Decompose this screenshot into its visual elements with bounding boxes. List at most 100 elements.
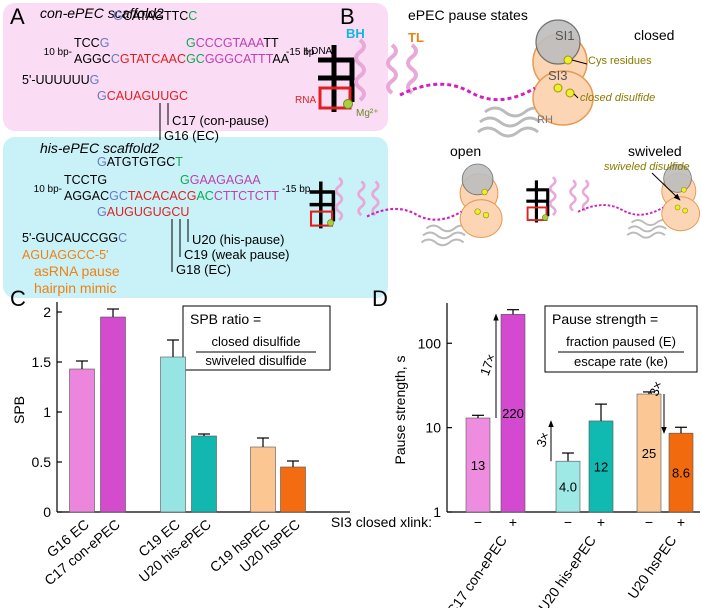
x-tick-label: −	[645, 514, 653, 530]
hairpin-label: hairpin mimic	[34, 280, 116, 296]
formula: escape rate (ke)	[574, 354, 668, 369]
sequence-row: TCCTG	[64, 173, 107, 187]
nucleotides: CCCGTAAA	[196, 36, 265, 50]
y-tick-label: 10	[425, 420, 441, 436]
nucleotides: CTTCTCTT	[214, 189, 280, 203]
panel-letter: A	[10, 4, 25, 29]
nucleotides: AGGAC	[64, 189, 109, 203]
group-label: U20 his-ePEC	[535, 533, 599, 608]
nucleotides: GC	[109, 189, 128, 203]
domain-label: TL	[408, 30, 424, 45]
bar	[250, 446, 276, 513]
pause-site-line	[159, 103, 169, 140]
sequence-row: AGGCCGTATCAACGCGGGCATTTAA	[74, 52, 290, 66]
formula-box	[544, 305, 698, 373]
x-axis-label: SI3 closed xlink:	[331, 514, 432, 530]
nucleotides: AGGC	[74, 52, 111, 66]
sequence-row: GATGTGTGCT	[97, 155, 183, 169]
scaffold-box	[3, 3, 388, 131]
nucleotides: TCCTG	[64, 173, 107, 187]
fold-label: 17×	[477, 352, 499, 378]
value-label: 8.6	[672, 466, 690, 481]
domain-label: SI1	[555, 28, 575, 43]
site-label: C17 (con-pause)	[172, 113, 269, 128]
value-label: 4.0	[559, 480, 577, 495]
domain-label: SI3	[548, 68, 568, 83]
group-label: C17 con-ePEC	[443, 533, 510, 608]
formula: fraction paused (E)	[566, 334, 676, 349]
fold-label: 3×	[533, 430, 552, 449]
nucleotides: G	[186, 36, 196, 50]
bar	[588, 420, 614, 513]
panel-letter: C	[10, 286, 26, 311]
site-label: G16 (EC)	[164, 128, 219, 143]
bar	[636, 393, 662, 513]
scaffold-box	[3, 137, 388, 298]
bar	[465, 417, 491, 513]
nucleotides: G	[90, 73, 100, 87]
bar	[280, 466, 306, 513]
sequence-row: GCATAGTTCC	[113, 9, 197, 23]
formula: SPB ratio =	[190, 311, 261, 327]
disulfide-label: swiveled disulfide	[604, 161, 690, 173]
cys-label: Cys residues	[588, 55, 652, 67]
nucleotides: TCC	[74, 36, 100, 50]
nucleotides: TT	[263, 36, 279, 50]
formula: closed disulfide	[212, 334, 301, 349]
y-tick-label: 1.5	[32, 354, 52, 370]
sequence-row: GCCCGTAAATT	[186, 36, 279, 50]
value-label: 25	[642, 446, 656, 461]
bar	[160, 356, 186, 513]
domain-label: t-DNA	[305, 46, 333, 57]
y-axis-label: SPB	[11, 396, 27, 424]
x-tick-label: −	[474, 514, 482, 530]
nucleotides: C	[118, 231, 127, 245]
nucleotides: T	[175, 155, 183, 169]
end-label: -15 bp	[286, 47, 315, 58]
panel-title: ePEC pause states	[408, 7, 528, 23]
end-label: 10 bp-	[44, 47, 72, 58]
nucleotides: CATAGTTC	[123, 9, 189, 23]
sequence-row: TCCG	[74, 36, 109, 50]
sequence-row: AGUAGGCC-5'	[22, 248, 108, 262]
nucleotides: GAAGAGAA	[190, 173, 262, 187]
value-label: 220	[502, 406, 524, 421]
domain-label: RH	[537, 114, 553, 126]
formula: Pause strength =	[552, 311, 658, 327]
domain-label: BH	[346, 26, 365, 41]
nucleotides: AUGUGUGCU	[107, 205, 190, 219]
state-label: open	[450, 143, 481, 159]
domain-label: RNA	[295, 95, 316, 106]
sequence-row: GGAAGAGAA	[180, 173, 261, 187]
y-tick-label: 100	[418, 335, 442, 351]
sequence-row: GAUGUGUGCU	[97, 205, 189, 219]
site-label: U20 (his-pause)	[192, 232, 285, 247]
nucleotides: GGGCATTT	[205, 52, 274, 66]
rnap-swiveled	[524, 163, 702, 240]
nucleotides: 5'-UUUUUU	[22, 73, 90, 87]
scaffold-title: con-ePEC scaffold2	[40, 5, 164, 21]
y-tick-label: 1	[433, 504, 441, 520]
y-tick-label: 0.5	[32, 454, 52, 470]
nucleotides: GTATCAAC	[120, 52, 186, 66]
formula: swiveled disulfide	[205, 353, 306, 368]
sequence-row: AGGACGCTACACACGACCTTCTCTT	[64, 189, 279, 203]
pointer	[571, 59, 680, 200]
nucleotides: CAUAGUUGC	[107, 89, 188, 103]
x-tick-label: +	[597, 514, 605, 530]
sequence-row: 5'-GUCAUCCGGC	[22, 231, 127, 245]
sequence-row: 5'-UUUUUUG	[22, 73, 99, 87]
nucleotides: G	[100, 36, 110, 50]
site-label: G18 (EC)	[176, 262, 231, 277]
x-tick-label: +	[677, 514, 685, 530]
nucleotides: AC	[196, 189, 213, 203]
bar	[500, 314, 526, 513]
nucleotides: AGUAGGCC-5'	[22, 248, 108, 262]
nucleotides: G	[113, 9, 123, 23]
y-axis-label: Pause strength, s	[392, 356, 408, 465]
panel-letter: D	[372, 286, 388, 311]
end-label: -15 bp	[282, 184, 311, 195]
y-tick-label: 1	[43, 404, 51, 420]
pause-site-line	[171, 219, 189, 272]
